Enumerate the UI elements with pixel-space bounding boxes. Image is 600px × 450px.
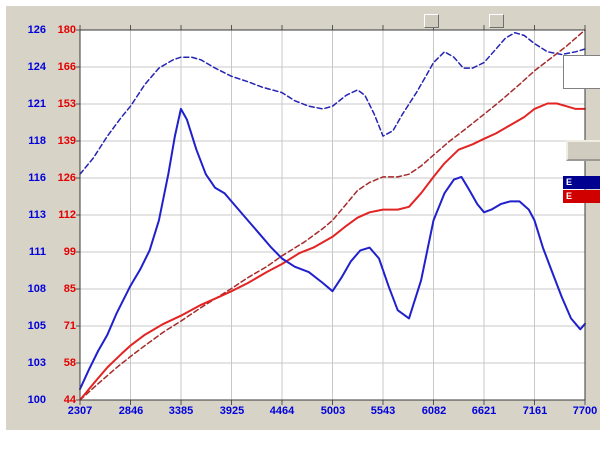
- x-axis-tick-label: 7700: [572, 405, 598, 417]
- grid-lines: [80, 30, 585, 400]
- y-axis-blue-tick-label: 100: [27, 394, 46, 406]
- y-axis-blue-tick-label: 111: [28, 246, 46, 258]
- x-axis-tick-label: 4464: [269, 405, 295, 417]
- top-cursor-marker-2[interactable]: [489, 14, 504, 28]
- series-blue-dashed-run: [79, 31, 586, 175]
- y-axis-blue-tick-label: 118: [28, 135, 46, 147]
- y-axis-red-tick-label: 112: [58, 209, 76, 221]
- y-axis-blue-tick-label: 126: [27, 24, 46, 36]
- y-axis-red-tick-label: 139: [57, 135, 76, 147]
- y-axis-blue-tick-label: 121: [27, 98, 46, 110]
- x-axis-tick-label: 2846: [118, 405, 144, 417]
- legend-item-blue[interactable]: E: [563, 176, 600, 189]
- axis-ticks: [76, 25, 586, 405]
- y-axis-blue-tick-label: 116: [28, 172, 46, 184]
- x-axis-tick-label: 7161: [522, 405, 548, 417]
- x-axis-tick-label: 3385: [168, 405, 194, 417]
- y-axis-blue-tick-label: 103: [27, 357, 46, 369]
- side-panel-box: [563, 55, 600, 89]
- x-axis-tick-label: 5003: [320, 405, 346, 417]
- plot-border: [79, 29, 586, 401]
- legend-item-red[interactable]: E: [563, 190, 600, 203]
- x-axis-tick-label: 6621: [471, 405, 497, 417]
- y-axis-red-tick-label: 58: [63, 357, 76, 369]
- y-axis-red-tick-label: 71: [63, 320, 76, 332]
- y-axis-red-tick-label: 166: [57, 61, 76, 73]
- series-red-solid-run: [79, 102, 586, 401]
- y-axis-red-tick-label: 44: [63, 394, 76, 406]
- y-axis-red-tick-label: 180: [57, 24, 76, 36]
- y-axis-red-tick-label: 153: [57, 98, 76, 110]
- series-dark-red-dashed-run: [79, 29, 586, 401]
- x-axis-tick-label: 5543: [370, 405, 396, 417]
- y-axis-red-tick-label: 85: [63, 283, 76, 295]
- top-cursor-marker-1[interactable]: [424, 14, 439, 28]
- y-axis-blue-tick-label: 124: [27, 61, 46, 73]
- y-axis-red-tick-label: 126: [57, 172, 76, 184]
- series-blue-solid-run: [79, 107, 586, 391]
- side-button[interactable]: [566, 140, 600, 161]
- x-axis-tick-label: 3925: [219, 405, 245, 417]
- y-axis-blue-tick-label: 105: [27, 320, 46, 332]
- y-axis-blue-tick-label: 108: [27, 283, 46, 295]
- x-axis-tick-label: 2307: [67, 405, 93, 417]
- y-axis-red-tick-label: 99: [63, 246, 76, 258]
- x-axis-tick-label: 6082: [421, 405, 447, 417]
- y-axis-blue-tick-label: 113: [28, 209, 46, 221]
- series-legend: E E: [563, 176, 600, 204]
